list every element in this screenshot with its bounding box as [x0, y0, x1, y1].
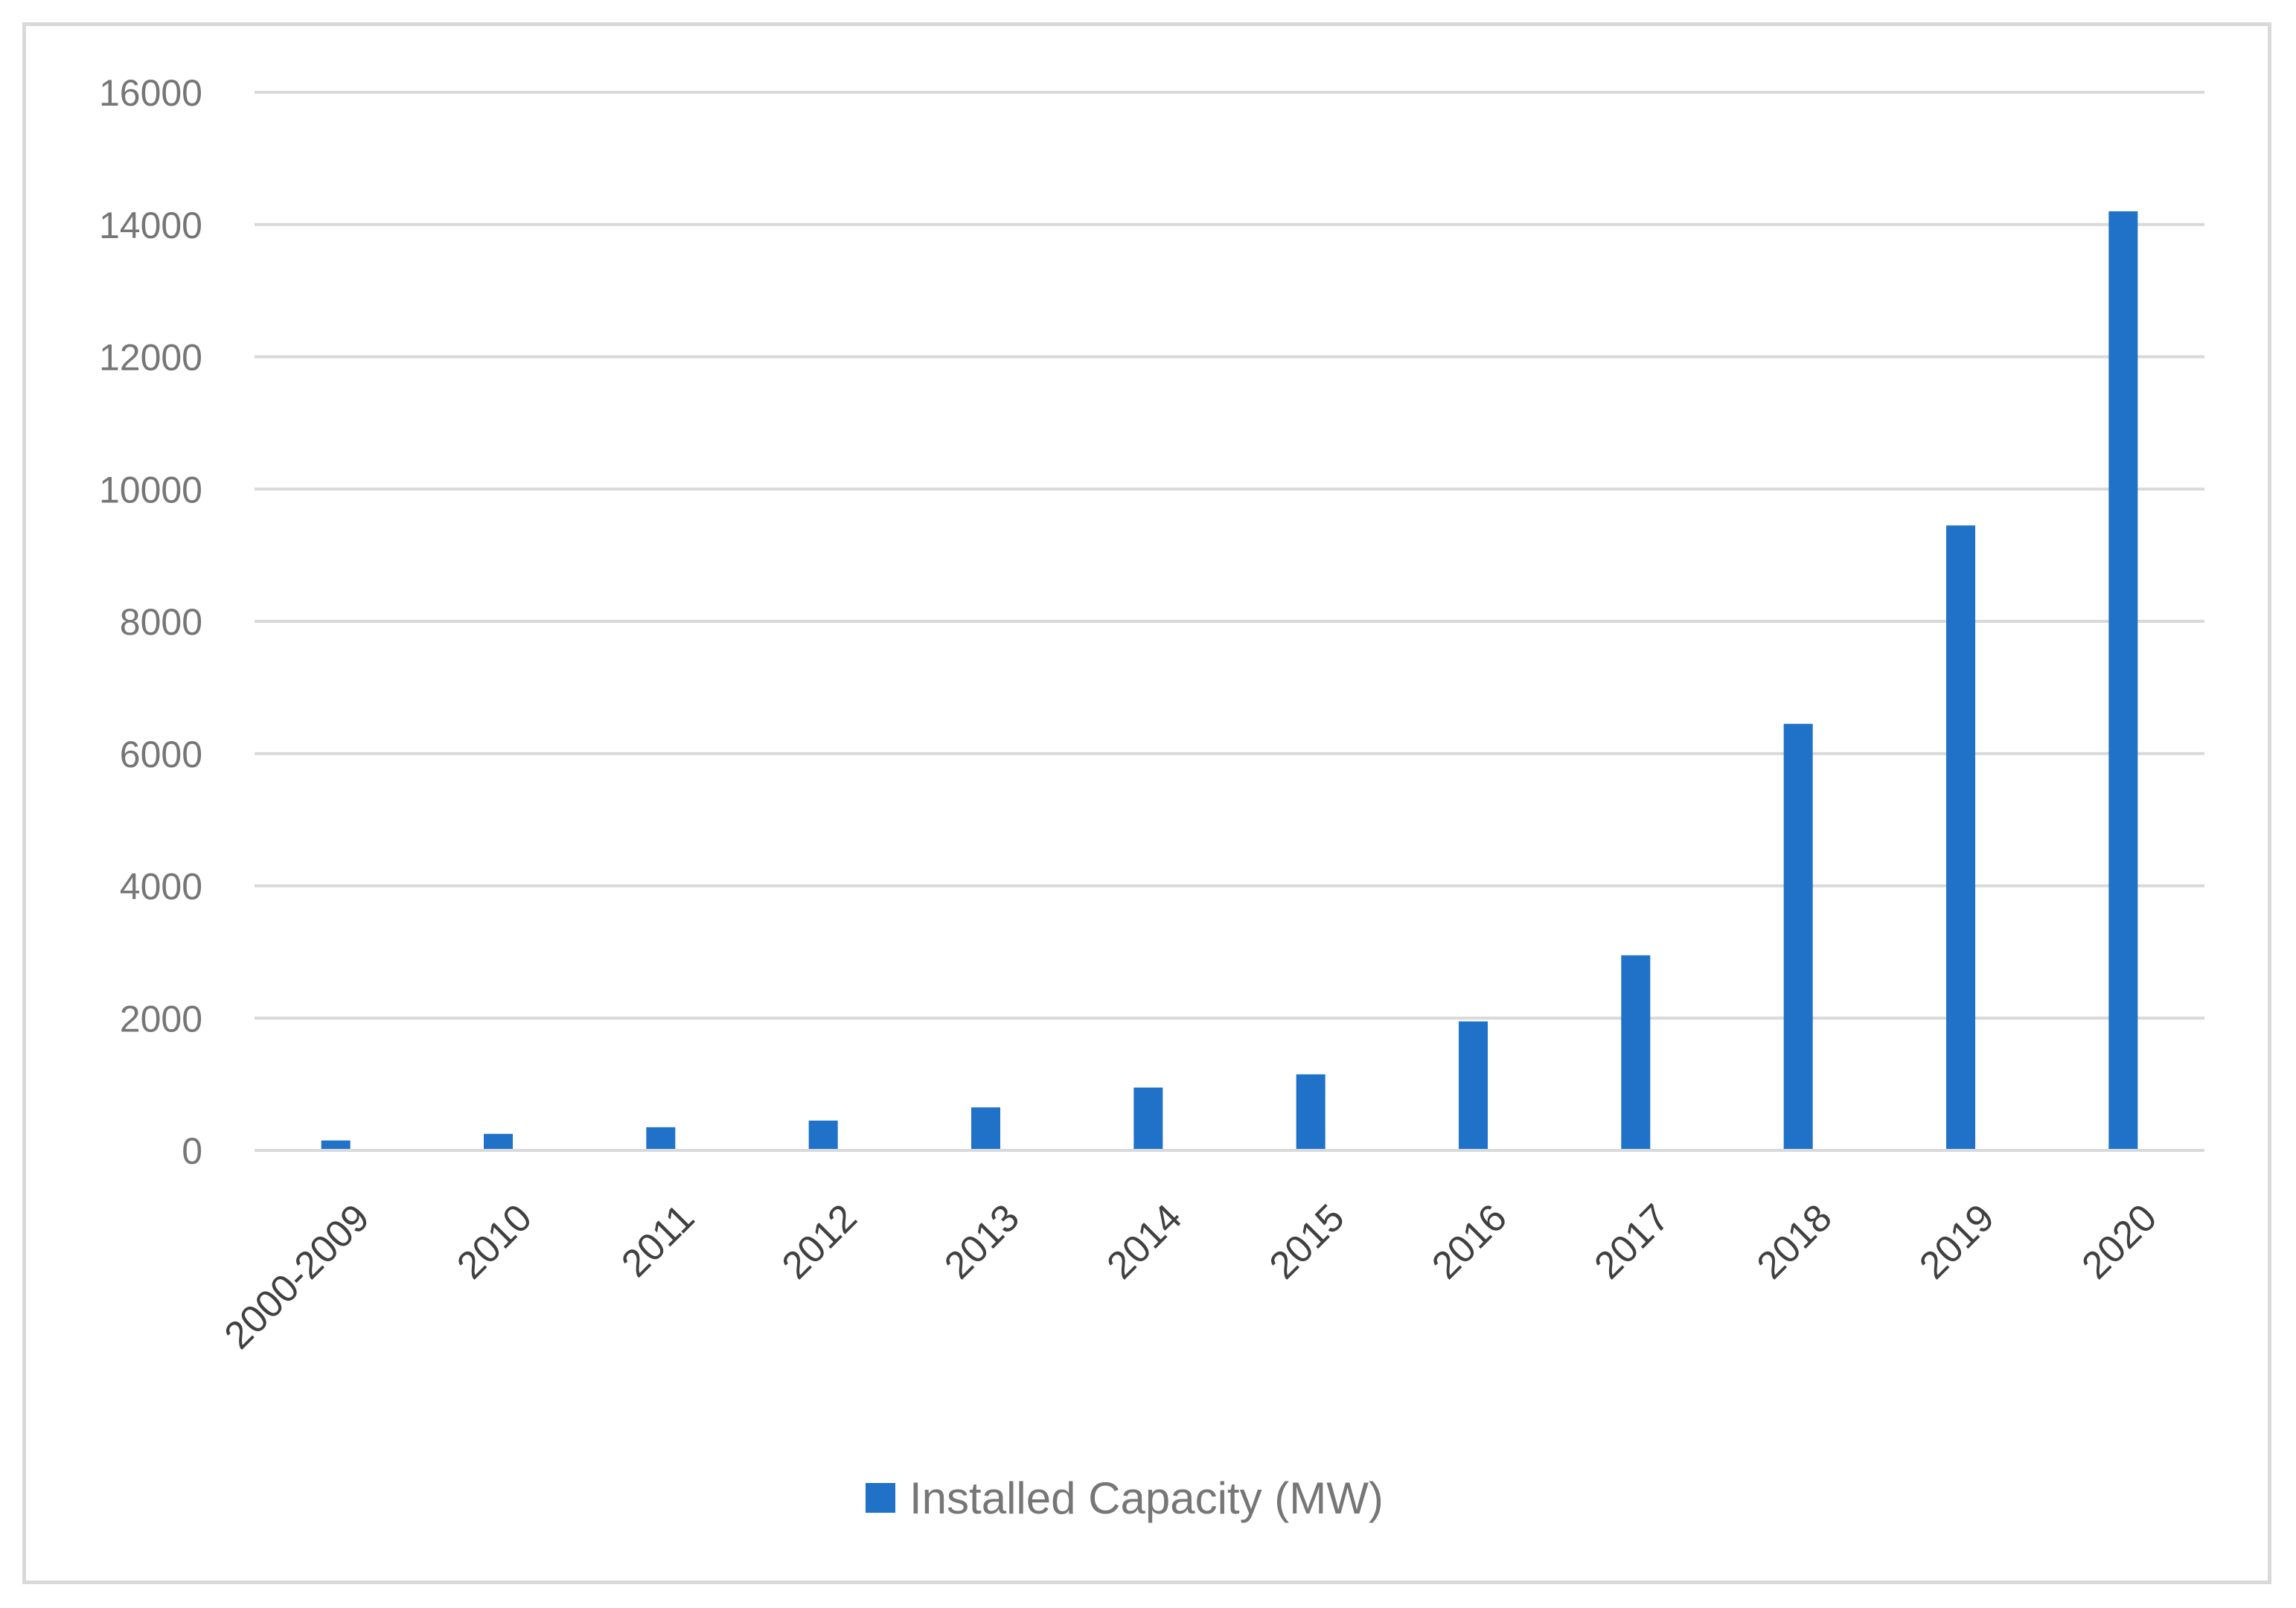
- x-tick-label: 2010: [449, 1196, 540, 1287]
- bar-2010: [484, 1133, 513, 1150]
- bar-2014: [1133, 1087, 1163, 1150]
- x-tick-label: 2013: [936, 1196, 1028, 1287]
- x-tick-label: 2020: [2074, 1196, 2166, 1287]
- legend-label: Installed Capacity (MW): [909, 1473, 1384, 1523]
- x-tick-label: 2000-2009: [217, 1196, 378, 1357]
- bar-2000-2009: [321, 1140, 351, 1150]
- bar-2018: [1783, 723, 1813, 1150]
- y-axis-tick-labels: 0 2000 4000 6000 8000 10000 12000 14000 16000: [99, 72, 202, 1172]
- y-tick-label: 8000: [120, 601, 202, 643]
- bar-2012: [808, 1121, 838, 1150]
- x-tick-label: 2014: [1099, 1196, 1191, 1287]
- y-tick-label: 0: [182, 1130, 202, 1172]
- y-tick-label: 6000: [120, 734, 202, 775]
- bar-2019: [1946, 525, 1975, 1150]
- bar-2020: [2108, 211, 2138, 1151]
- chart-frame: [22, 22, 2271, 1584]
- y-tick-label: 2000: [120, 998, 202, 1040]
- bar-2015: [1296, 1074, 1326, 1150]
- bars: [321, 211, 2138, 1151]
- y-tick-label: 12000: [99, 337, 202, 379]
- bar-2017: [1621, 955, 1651, 1150]
- x-tick-label: 2018: [1749, 1196, 1841, 1287]
- y-tick-label: 10000: [99, 469, 202, 510]
- bar-2011: [646, 1127, 676, 1150]
- legend: Installed Capacity (MW): [866, 1473, 1384, 1523]
- bar-2013: [971, 1107, 1000, 1150]
- x-tick-label: 2016: [1424, 1196, 1515, 1287]
- x-tick-label: 2017: [1587, 1196, 1678, 1287]
- legend-swatch: [866, 1483, 895, 1513]
- y-tick-label: 4000: [120, 866, 202, 908]
- x-tick-label: 2015: [1261, 1196, 1353, 1287]
- y-tick-label: 14000: [99, 205, 202, 246]
- bar-2016: [1459, 1021, 1488, 1150]
- x-axis-tick-labels: 2000-2009 2010 2011 2012 2013 2014 2015 2016 201…: [217, 1196, 2166, 1357]
- y-tick-label: 16000: [99, 72, 202, 114]
- x-tick-label: 2019: [1911, 1196, 2003, 1287]
- x-tick-label: 2011: [613, 1196, 703, 1285]
- x-tick-label: 2012: [774, 1196, 866, 1287]
- gridlines: [255, 91, 2204, 1020]
